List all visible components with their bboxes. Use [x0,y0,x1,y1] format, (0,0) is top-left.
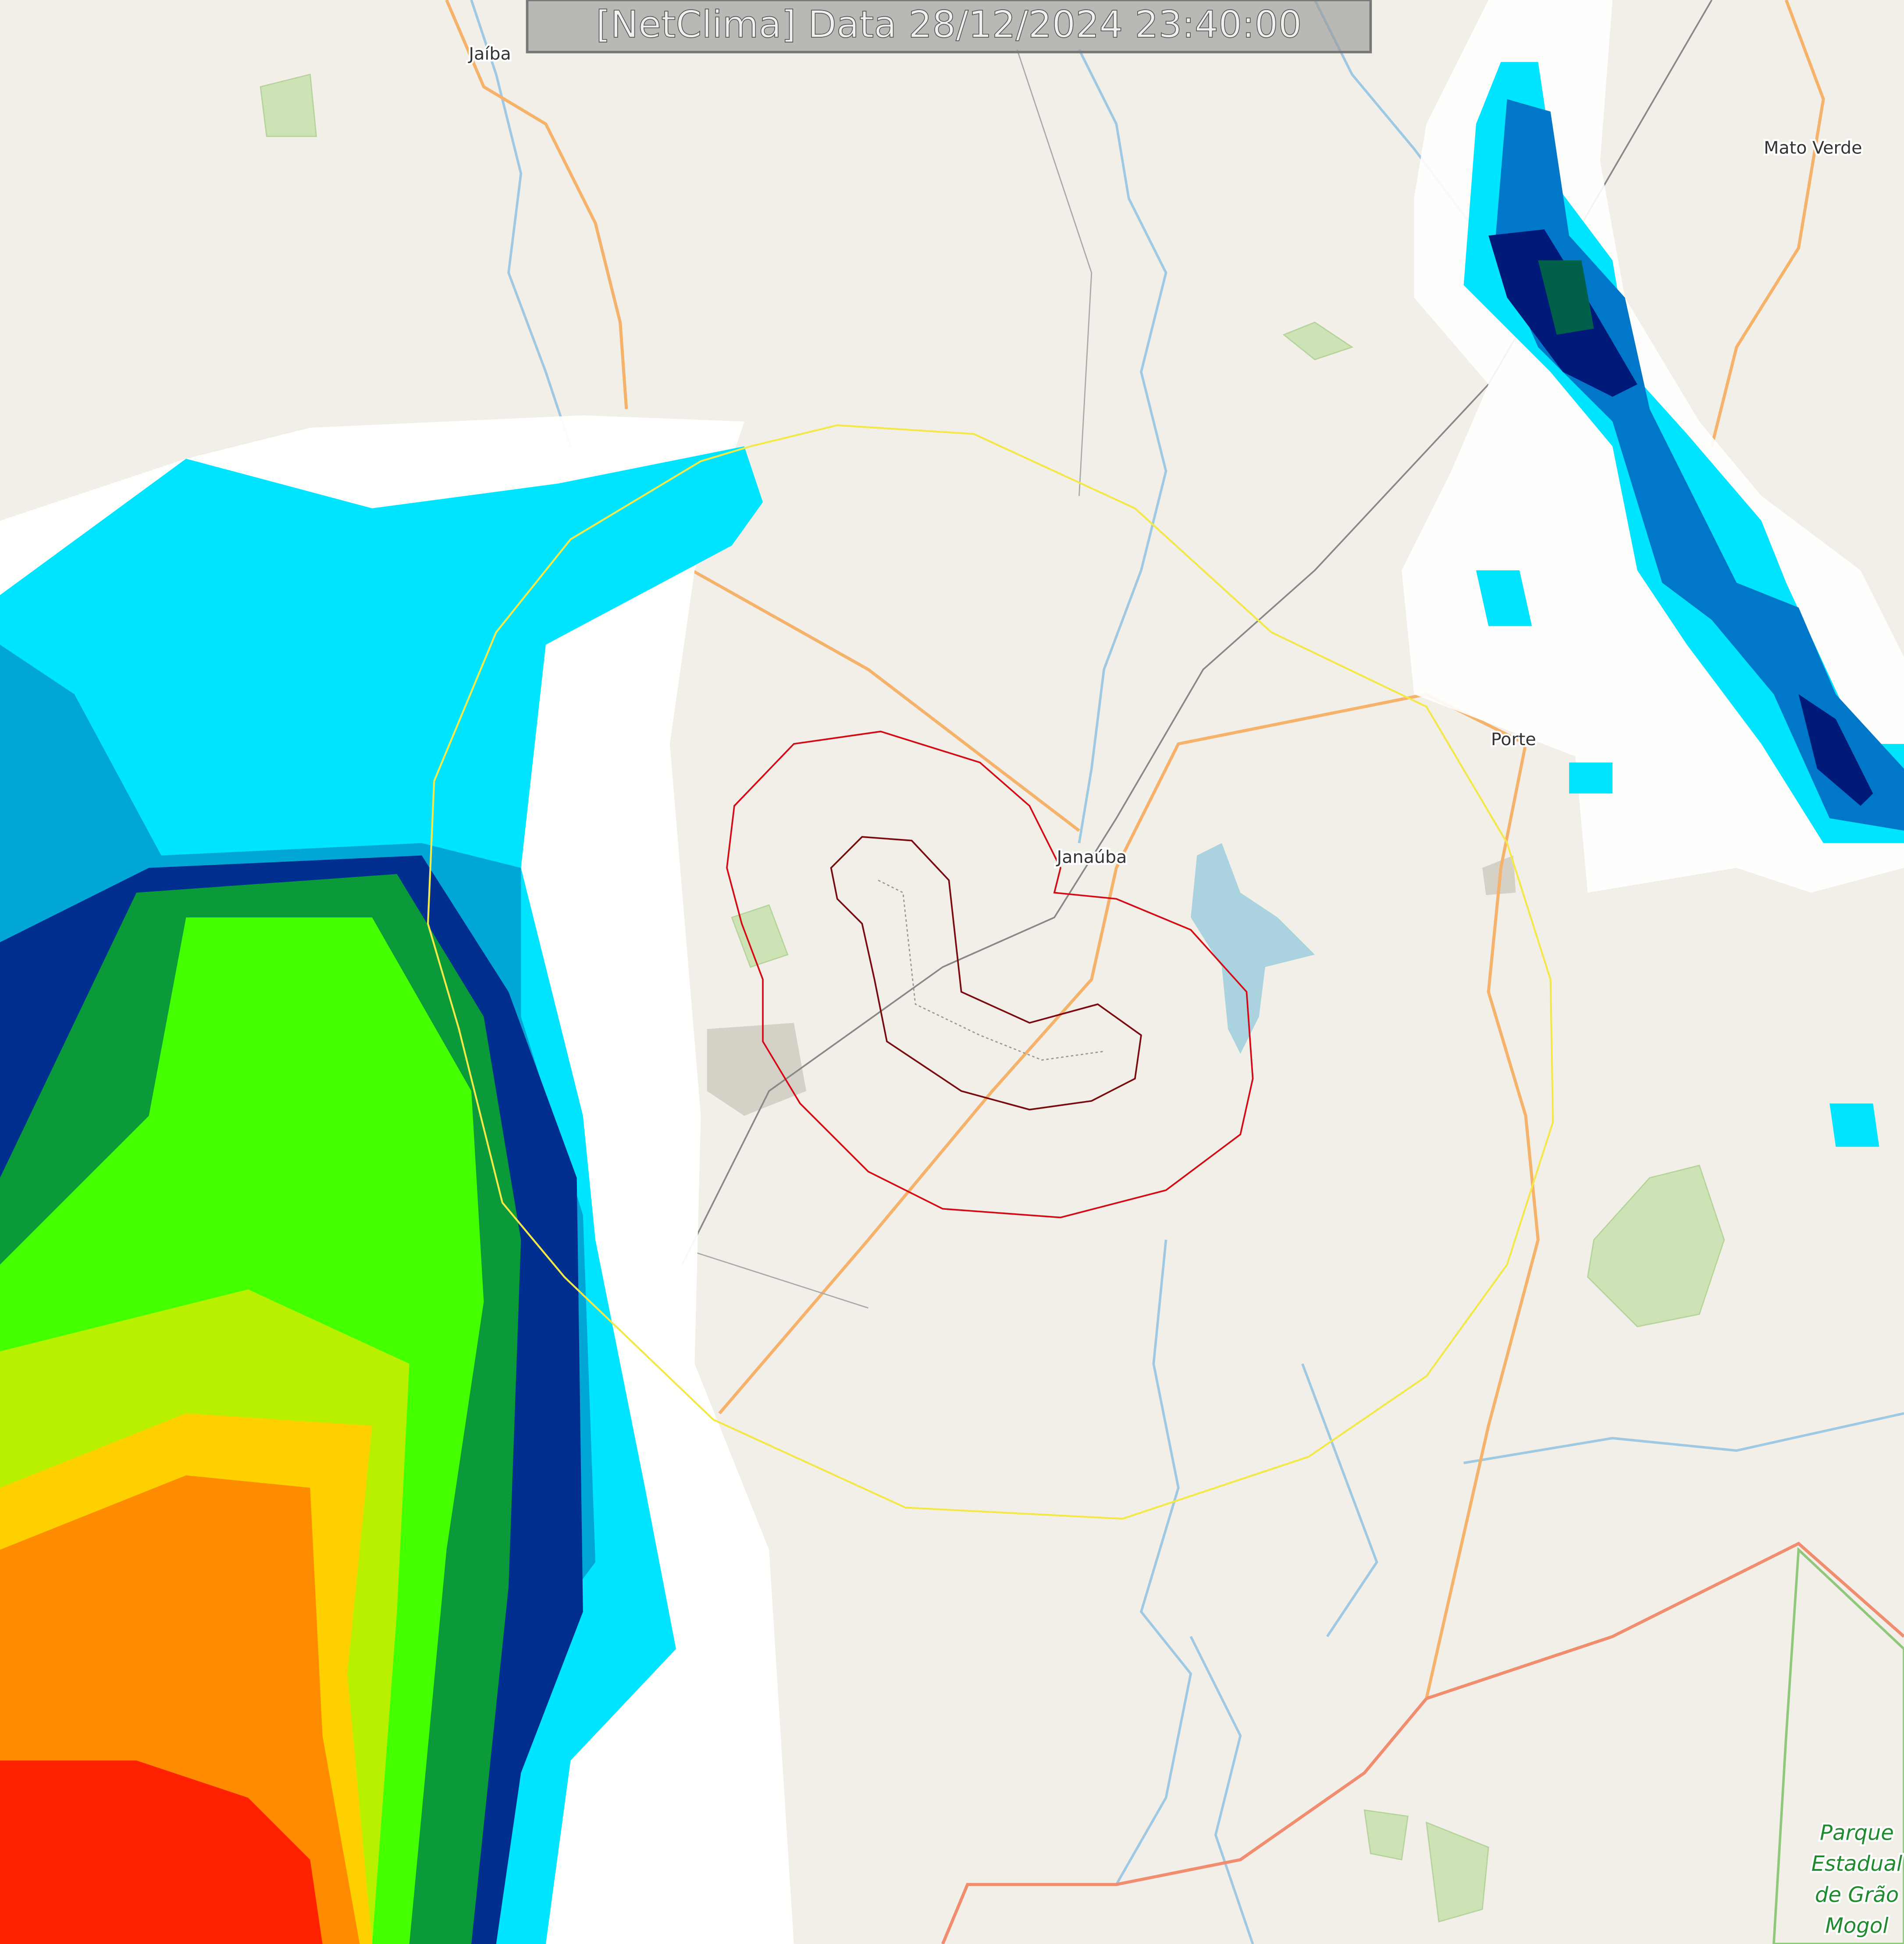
roads [445,0,1904,1944]
place-label: Jaíba [467,44,511,64]
park-label-line: Mogol [1825,1914,1889,1938]
place-label: Janaúba [1056,847,1127,867]
park-label-line: de Grão [1815,1883,1899,1907]
park-label: Parque Estadual de Grão Mogol [1809,1819,1904,1940]
place-label: Porte [1491,729,1536,750]
title: [NetClima] Data 28/12/2024 23:40:00 [596,3,1302,46]
radar-contour-inner [830,836,1142,1111]
radar-range-ring [427,424,1554,1520]
green-areas [260,73,1904,1944]
park-label-line: Parque [1820,1820,1894,1845]
place-label: Mato Verde [1764,138,1862,158]
radar-track [878,879,1104,1061]
title-banner [526,0,1372,53]
reservoir [1191,843,1315,1054]
radar-contour-outer [726,730,1254,1219]
radar-echo-right [1402,0,1904,1147]
radar-echo-left [0,415,794,1944]
rivers [470,0,1904,1944]
park-label-line: Estadual [1811,1852,1903,1876]
